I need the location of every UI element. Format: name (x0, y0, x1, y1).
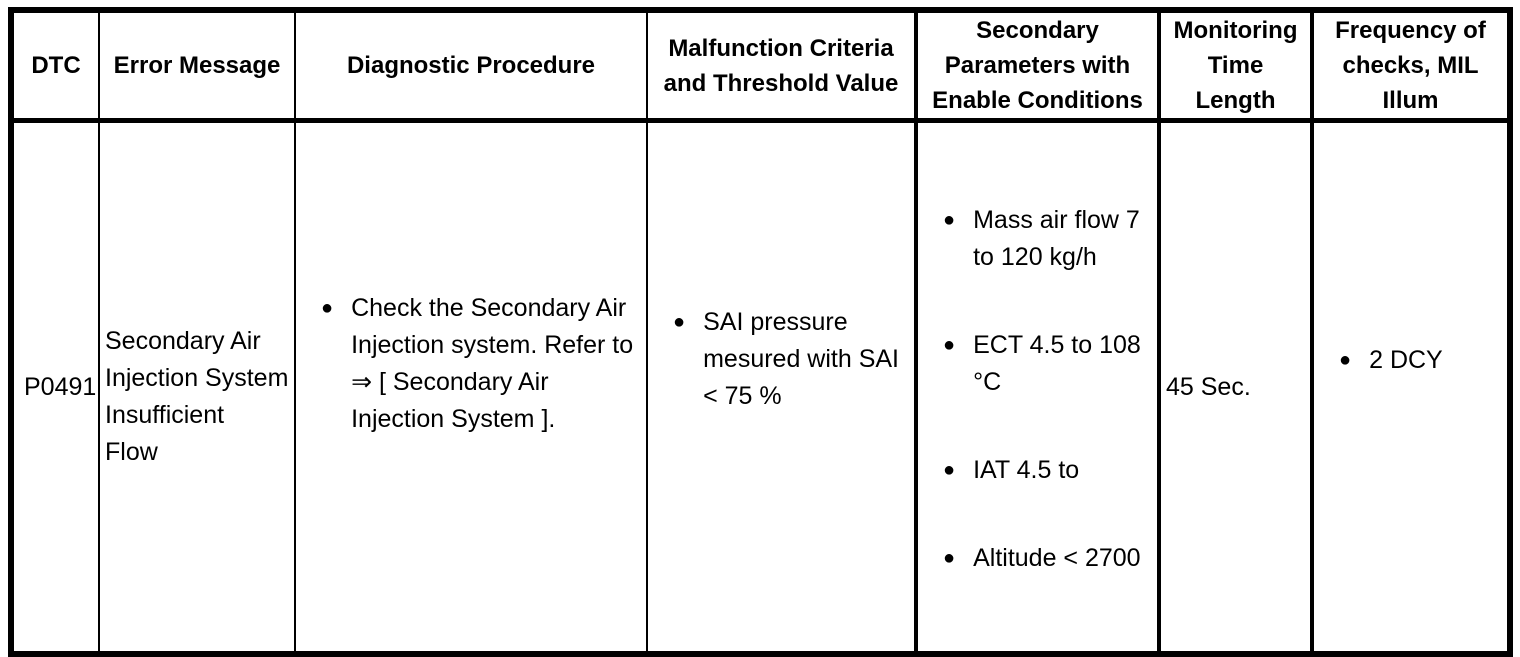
header-row: DTC Error Message Diagnostic Procedure M… (10, 10, 1510, 123)
list-item: ● IAT 4.5 to (943, 452, 1153, 489)
header-frequency-of-checks: Frequency of checks, MIL Illum (1310, 10, 1510, 123)
frequency-of-checks-list: ● 2 DCY (1316, 305, 1507, 416)
bullet-icon: ● (673, 310, 686, 333)
list-item: ● SAI pressure mesured with SAI < 75 % (673, 304, 910, 415)
cell-dtc-code: P0491 (10, 120, 99, 654)
bullet-icon: ● (1339, 348, 1352, 371)
frequency-of-checks-text: 2 DCY (1369, 345, 1443, 374)
cell-diagnostic-procedure: ● Check the Secondary Air Injection syst… (294, 120, 647, 654)
header-dtc: DTC (10, 10, 99, 123)
bullet-icon: ● (943, 209, 956, 231)
diagnostic-procedure-text: Check the Secondary Air Injection system… (351, 294, 634, 433)
dtc-diagnostic-table: DTC Error Message Diagnostic Procedure M… (8, 7, 1513, 657)
cell-secondary-parameters: ● Mass air flow 7 to 120 kg/h ● ECT 4.5 … (914, 120, 1159, 654)
list-item: ● 2 DCY (1339, 342, 1503, 379)
list-item: ● Check the Secondary Air Injection syst… (321, 290, 642, 438)
diagnostic-procedure-list: ● Check the Secondary Air Injection syst… (297, 253, 646, 475)
header-monitoring-time-length: Monitoring Time Length (1157, 10, 1312, 123)
malfunction-criteria-text: SAI pressure mesured with SAI < 75 % (703, 307, 900, 410)
header-error-message: Error Message (98, 10, 295, 123)
header-malfunction-criteria: Malfunction Criteria and Threshold Value (646, 10, 916, 123)
list-item: ● ECT 4.5 to 108 °C (943, 327, 1153, 401)
cell-monitoring-time-length: 45 Sec. (1157, 120, 1312, 654)
secondary-parameter-text: Altitude < 2700 (973, 544, 1141, 572)
cell-frequency-of-checks: ● 2 DCY (1310, 120, 1510, 654)
list-item: ● Mass air flow 7 to 120 kg/h (943, 202, 1153, 276)
bullet-icon: ● (943, 459, 956, 481)
bullet-icon: ● (321, 297, 334, 319)
list-item: ● Altitude < 2700 (943, 540, 1153, 577)
cell-error-message: Secondary Air Injection System Insuffici… (98, 120, 295, 654)
bullet-icon: ● (943, 334, 956, 356)
secondary-parameter-text: Mass air flow 7 to 120 kg/h (973, 206, 1140, 271)
bullet-icon: ● (943, 547, 956, 569)
header-secondary-parameters: Secondary Parameters with Enable Conditi… (914, 10, 1159, 123)
secondary-parameter-text: ECT 4.5 to 108 °C (973, 331, 1141, 396)
table-row: P0491 Secondary Air Injection System Ins… (10, 120, 1510, 654)
header-diagnostic-procedure: Diagnostic Procedure (294, 10, 647, 123)
cell-malfunction-criteria: ● SAI pressure mesured with SAI < 75 % (646, 120, 916, 654)
secondary-parameters-list: ● Mass air flow 7 to 120 kg/h ● ECT 4.5 … (920, 165, 1157, 614)
malfunction-criteria-list: ● SAI pressure mesured with SAI < 75 % (649, 267, 914, 452)
secondary-parameter-text: IAT 4.5 to (973, 456, 1080, 484)
